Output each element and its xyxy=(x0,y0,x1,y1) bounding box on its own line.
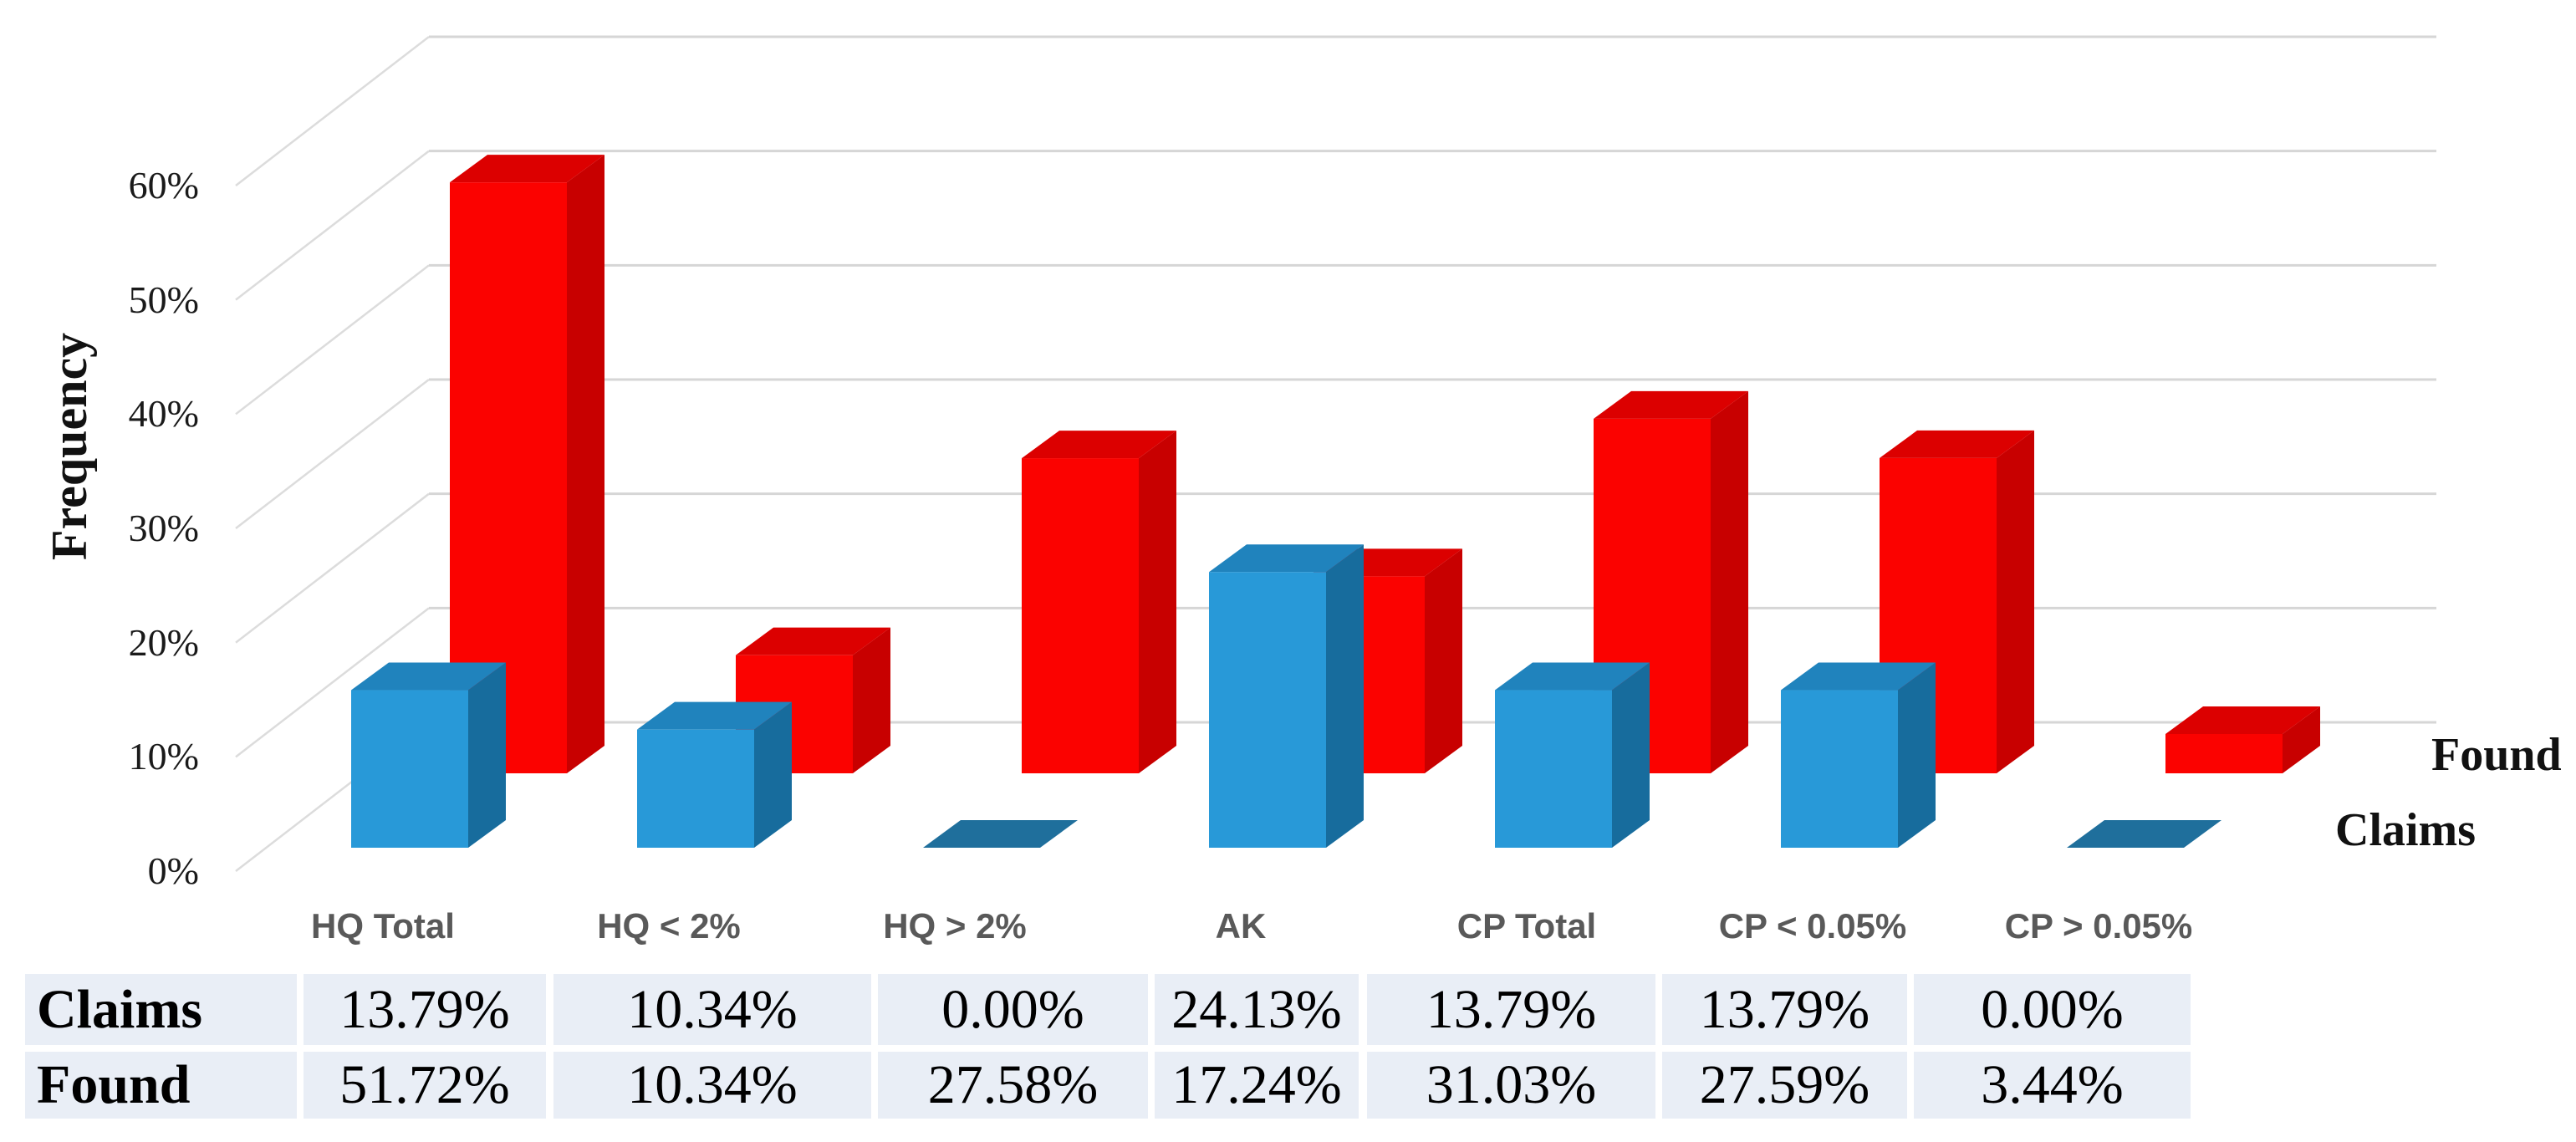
bar-claims-3-side xyxy=(1326,544,1364,848)
y-tick-60%: 60% xyxy=(128,163,199,206)
bar-found-4-side xyxy=(1711,390,1748,773)
series-label-claims: Claims xyxy=(2335,804,2476,856)
category-label-2: HQ > 2% xyxy=(883,906,1027,946)
bar-found-2-front xyxy=(1022,458,1139,773)
y-tick-50%: 50% xyxy=(128,278,199,321)
y-tick-10%: 10% xyxy=(128,735,199,778)
series-label-found: Found xyxy=(2431,729,2562,781)
bar-found-5-top xyxy=(1880,430,2034,458)
bar-found-2-side xyxy=(1139,431,1176,773)
bar-found-5-side xyxy=(1997,430,2034,773)
bar-claims-0-top xyxy=(351,662,506,691)
bar-claims-3-top xyxy=(1209,544,1364,573)
category-label-6: CP > 0.05% xyxy=(2004,906,2193,946)
bar-found-0-top xyxy=(450,155,604,183)
bar-claims-1-top xyxy=(637,701,792,730)
bar-found-3-side xyxy=(1425,548,1462,773)
table-cell-claims-6: 0.00% xyxy=(1914,974,2191,1045)
bar-found-6-top xyxy=(2165,706,2320,734)
gridline-diagonal-30% xyxy=(235,378,430,529)
category-label-4: CP Total xyxy=(1456,906,1597,946)
bar-claims-1-front xyxy=(637,729,754,848)
table-row-label-claims: Claims xyxy=(25,974,297,1045)
bar-claims-4-front xyxy=(1495,690,1612,848)
bar-found-2-top xyxy=(1022,431,1176,459)
gridline-diagonal-50% xyxy=(235,150,430,301)
y-tick-20%: 20% xyxy=(128,620,199,664)
table-cell-found-4: 31.03% xyxy=(1367,1052,1655,1119)
bar-claims-5-top xyxy=(1781,662,1936,691)
table-cell-claims-0: 13.79% xyxy=(304,974,546,1045)
table-cell-claims-2: 0.00% xyxy=(878,974,1148,1045)
bar-found-6-front xyxy=(2165,733,2283,773)
bar-claims-2-flat xyxy=(923,820,1078,848)
gridline-diagonal-10% xyxy=(235,607,430,758)
bar-found-1-top xyxy=(736,627,890,655)
table-row-label-found: Found xyxy=(25,1052,297,1119)
table-cell-claims-4: 13.79% xyxy=(1367,974,1655,1045)
y-tick-40%: 40% xyxy=(128,392,199,436)
bar-claims-3-front xyxy=(1209,572,1326,848)
bar-claims-5-front xyxy=(1781,690,1898,848)
y-axis-title: Frequency xyxy=(42,332,97,561)
table-cell-found-3: 17.24% xyxy=(1155,1052,1359,1119)
gridline-diagonal-60% xyxy=(235,35,430,186)
bar-claims-0-front xyxy=(351,690,468,848)
bar-claims-4-top xyxy=(1495,662,1650,691)
bar-claims-4-side xyxy=(1612,662,1650,848)
table-cell-claims-5: 13.79% xyxy=(1662,974,1907,1045)
bar-found-6-side xyxy=(2283,706,2320,773)
table-cell-found-6: 3.44% xyxy=(1914,1052,2191,1119)
bar-found-4-top xyxy=(1594,390,1748,419)
bar-claims-0-side xyxy=(468,662,506,848)
gridline-diagonal-20% xyxy=(235,492,430,644)
bar-found-1-side xyxy=(853,627,890,773)
category-label-0: HQ Total xyxy=(311,906,455,946)
bar-claims-1-side xyxy=(754,701,792,848)
table-cell-claims-1: 10.34% xyxy=(553,974,871,1045)
table-cell-found-2: 27.58% xyxy=(878,1052,1148,1119)
bar-claims-5-side xyxy=(1898,662,1936,848)
category-label-5: CP < 0.05% xyxy=(1718,906,1907,946)
bar-found-0-side xyxy=(567,155,604,773)
table-cell-claims-3: 24.13% xyxy=(1155,974,1359,1045)
bar-claims-6-flat xyxy=(2067,820,2221,848)
table-cell-found-0: 51.72% xyxy=(304,1052,546,1119)
table-cell-found-1: 10.34% xyxy=(553,1052,871,1119)
gridline-diagonal-40% xyxy=(235,264,430,416)
table-cell-found-5: 27.59% xyxy=(1662,1052,1907,1119)
y-tick-30%: 30% xyxy=(128,506,199,549)
category-label-3: AK xyxy=(1215,906,1267,946)
category-label-1: HQ < 2% xyxy=(597,906,741,946)
y-tick-0%: 0% xyxy=(147,849,199,892)
